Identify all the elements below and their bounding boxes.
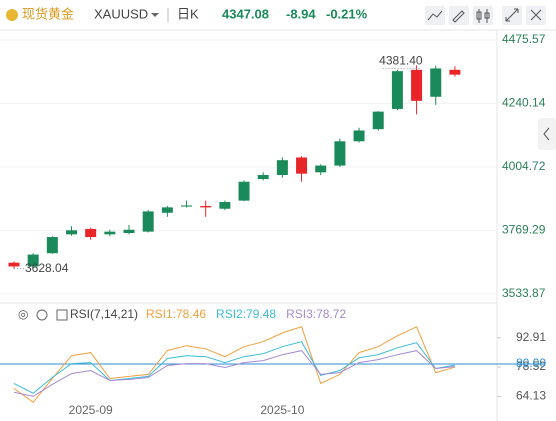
rsi-expand-icon[interactable]	[56, 309, 68, 321]
symbol-name[interactable]: 现货黄金	[22, 6, 74, 21]
candle-body	[449, 69, 461, 75]
y-tick-label: 3769.29	[502, 223, 546, 237]
candle-type-icon	[476, 9, 490, 23]
y-tick-label: 64.13	[516, 388, 546, 402]
indicator-icon	[427, 10, 443, 21]
symbol-code[interactable]: XAUUSD	[94, 6, 148, 21]
candle-body	[85, 228, 97, 238]
legend: RSI1:78.46 RSI2:79.48 RSI3:78.72	[146, 307, 346, 321]
annotation: 4381.40	[379, 54, 423, 68]
side-panel-arrow	[543, 127, 550, 141]
draw-button[interactable]	[449, 6, 469, 25]
y-tick-label: 92.91	[516, 330, 546, 344]
candle-body	[123, 229, 135, 233]
last-price: 4347.08	[222, 6, 269, 21]
rsi-line	[13, 341, 455, 394]
rsi-line	[13, 326, 456, 403]
candle-body	[8, 262, 20, 267]
price-change: -8.94	[286, 6, 316, 21]
y-tick-label: 4240.14	[502, 96, 546, 110]
settings-icon	[530, 9, 542, 21]
rsi-settings-icon[interactable]	[36, 309, 48, 321]
price-change-pct: -0.21%	[326, 6, 368, 21]
candle-type-button[interactable]	[473, 6, 493, 25]
period[interactable]: 日K	[177, 6, 199, 21]
y-tick-label: 4475.57	[502, 32, 546, 46]
candle-body	[219, 201, 231, 209]
candle-body	[372, 111, 384, 130]
y-tick-label: 3533.87	[502, 286, 546, 300]
y-tick-label: 4004.72	[502, 159, 546, 173]
candle-body	[334, 141, 346, 166]
candle-body	[296, 157, 308, 174]
annotation: 3628.04	[25, 261, 69, 275]
rsi-title: RSI(7,14,21)	[70, 307, 138, 321]
candle-body	[200, 206, 212, 208]
legend-entry: RSI1:78.46	[146, 307, 206, 321]
rsi-line	[13, 350, 455, 397]
candle-body	[411, 69, 423, 101]
legend-entry: RSI3:78.72	[286, 307, 346, 321]
draw-icon	[452, 10, 465, 23]
legend-entry: RSI2:79.48	[216, 307, 276, 321]
side-panel-toggle[interactable]	[538, 118, 556, 150]
toolbar	[425, 6, 546, 25]
candle-body	[276, 160, 288, 176]
dropdown-arrow[interactable]	[151, 13, 159, 17]
candle-body	[46, 237, 58, 254]
candle-body	[161, 207, 173, 213]
candle-body	[27, 254, 39, 267]
expand-icon	[505, 8, 519, 22]
rsi-eye-icon[interactable]: ◎	[18, 307, 28, 321]
candle-body	[104, 231, 116, 235]
y-tick-label: 80.00	[516, 356, 546, 370]
candle-body	[391, 71, 403, 109]
candle-body	[257, 175, 269, 180]
candle-body	[238, 181, 250, 201]
candle-body	[66, 230, 78, 235]
y-tick-label: 78.52	[516, 359, 546, 373]
candle-body	[315, 165, 327, 173]
candle-body	[430, 68, 442, 97]
candle-body	[181, 205, 193, 207]
candle-body	[353, 130, 365, 142]
candle-body	[142, 211, 154, 232]
x-tick-label: 2025-09	[69, 403, 113, 417]
gold-icon	[6, 9, 18, 21]
x-tick-label: 2025-10	[260, 403, 304, 417]
